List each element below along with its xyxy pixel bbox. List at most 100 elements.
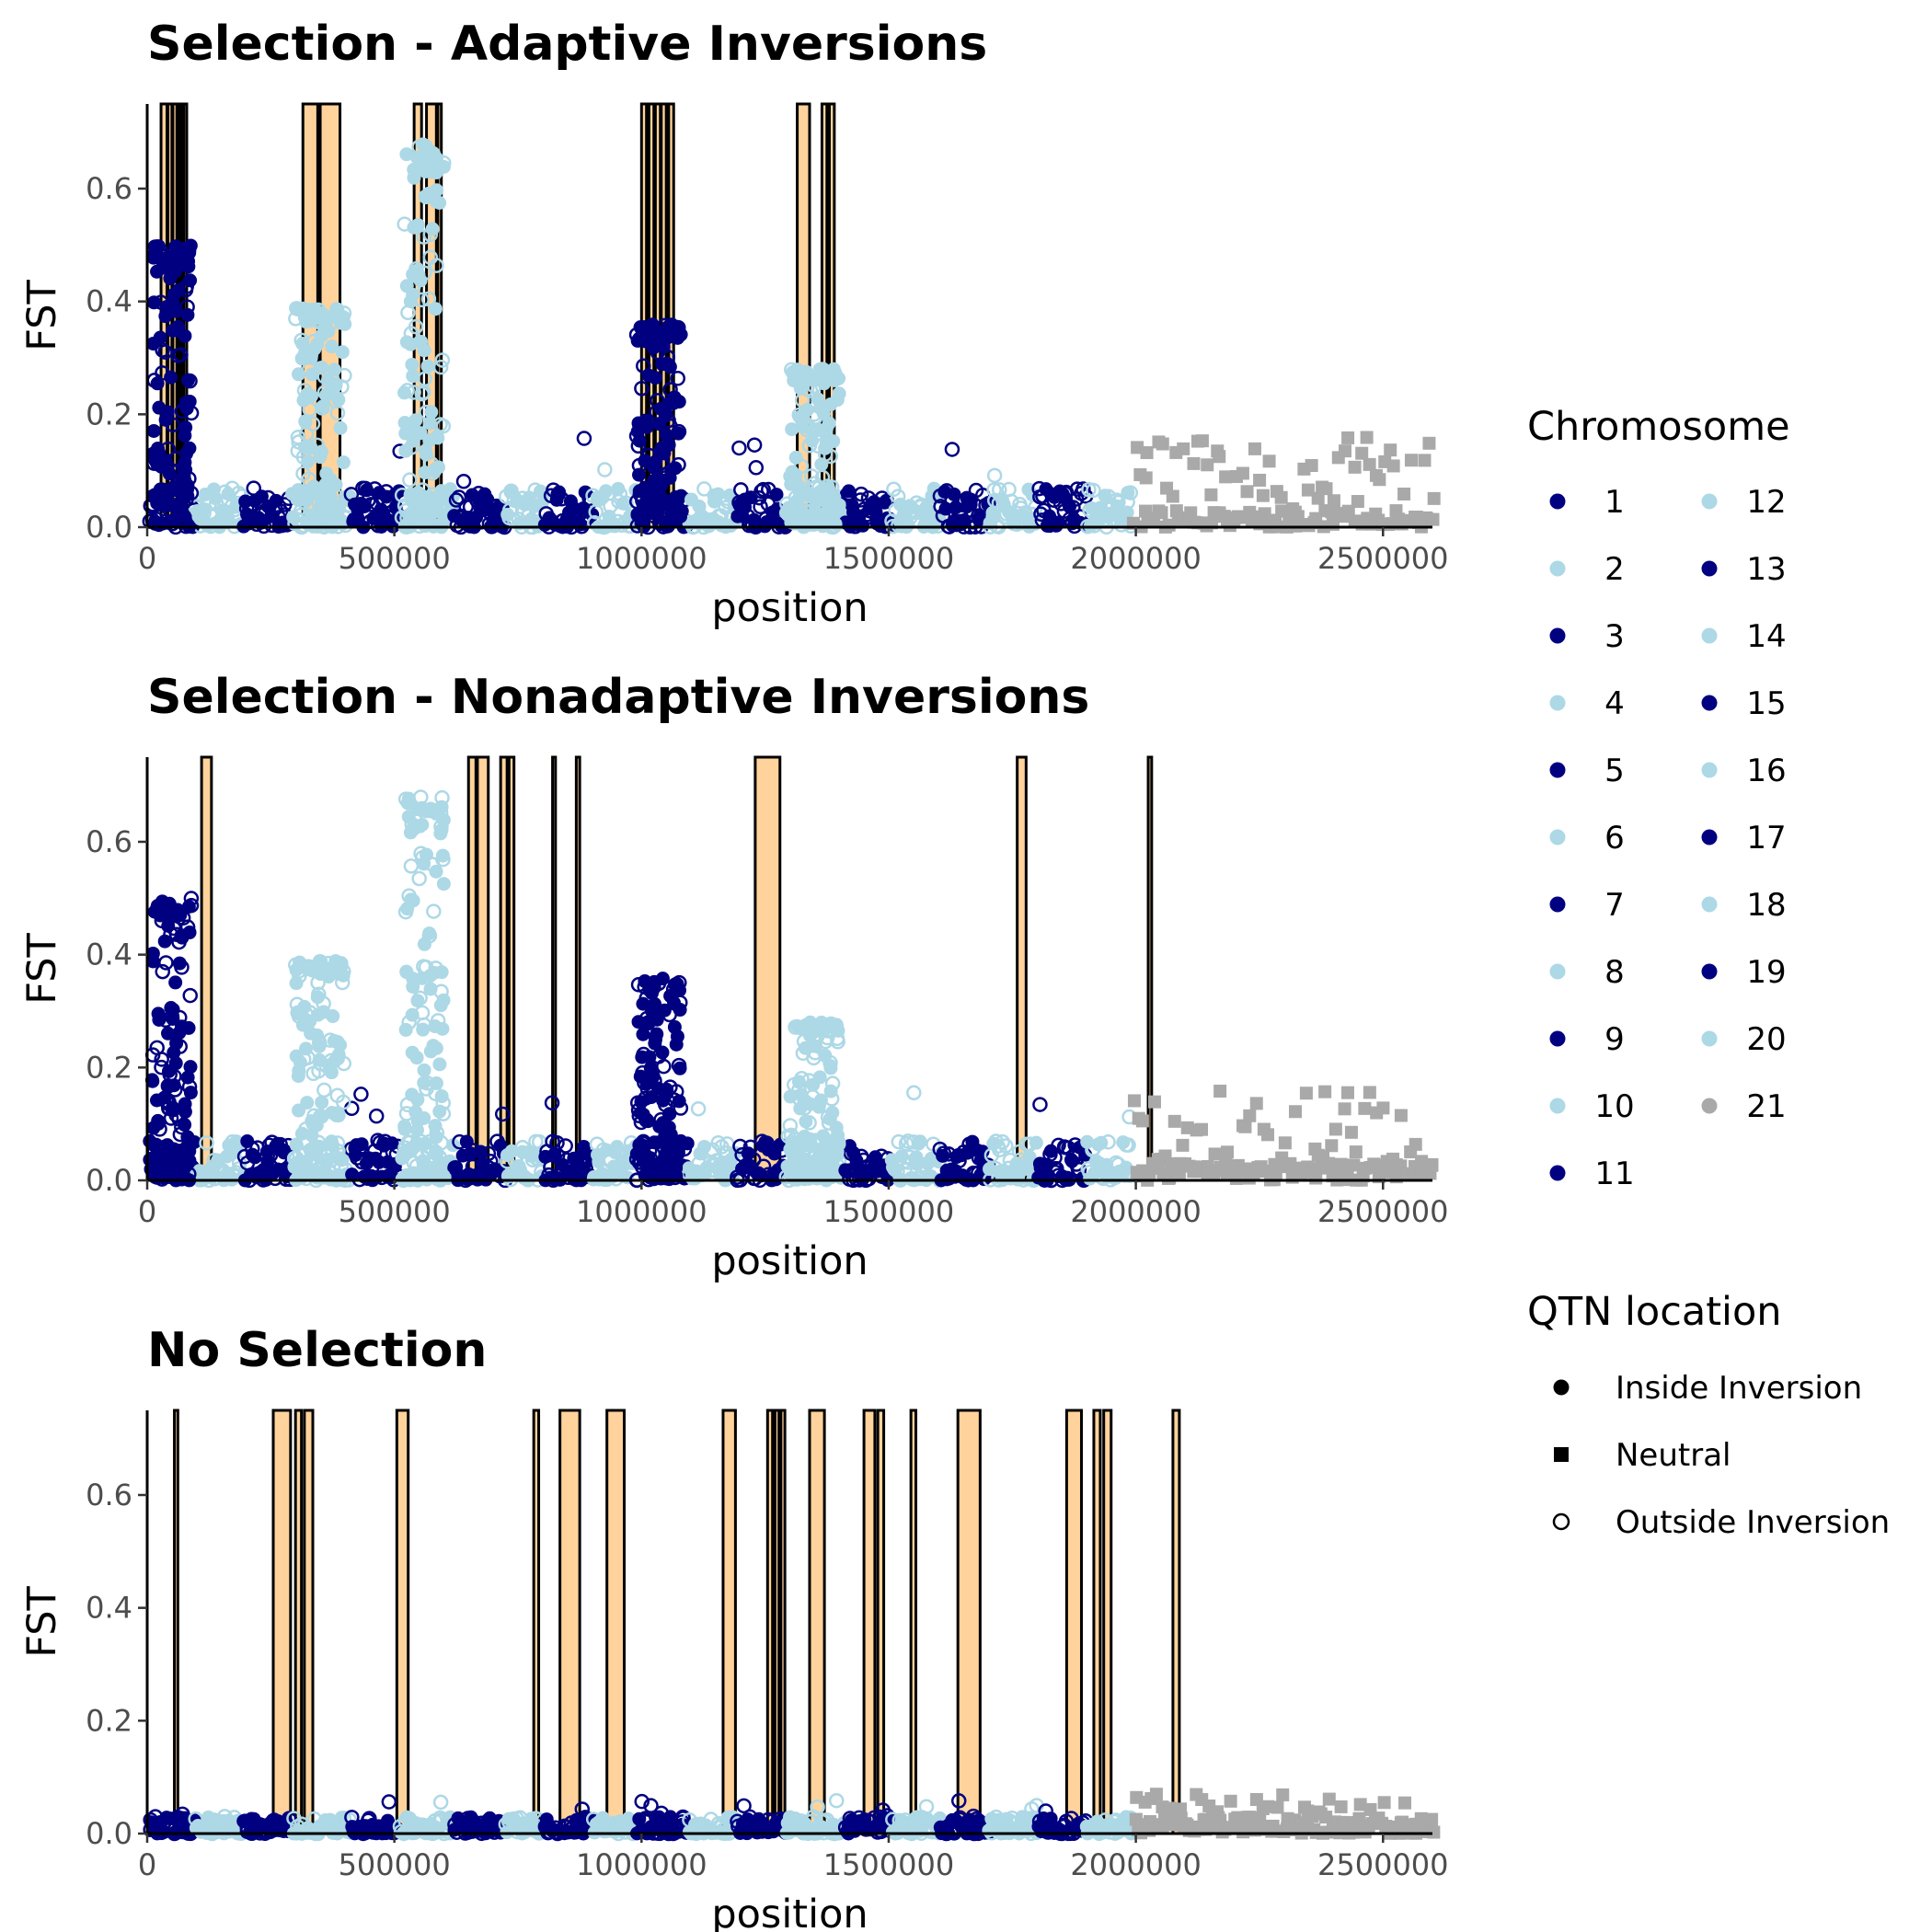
- inside-inversion-point: [167, 512, 182, 526]
- outside-inversion-point: [329, 1135, 346, 1151]
- inversion-region: [271, 1409, 293, 1835]
- x-tick-label: 2000000: [1070, 1194, 1202, 1229]
- neutral-point: [1172, 1167, 1186, 1181]
- inside-inversion-point: [656, 1093, 671, 1108]
- outside-inversion-point: [628, 327, 645, 343]
- neutral-point: [1349, 1145, 1363, 1159]
- legend-key: [1701, 896, 1718, 913]
- legend-item-chromosome-6: 6: [1549, 820, 1625, 857]
- inside-inversion-point: [629, 1146, 644, 1161]
- legend: Chromosome123456789101112131415161718192…: [1527, 404, 1890, 1541]
- inside-inversion-point: [182, 441, 197, 455]
- outside-inversion-point: [398, 502, 414, 519]
- neutral-point: [1334, 1800, 1348, 1813]
- outside-inversion-point: [173, 253, 189, 269]
- inside-inversion-point: [805, 433, 820, 448]
- inversion-region: [1016, 755, 1028, 1182]
- inversion-region: [1064, 1409, 1084, 1835]
- outside-inversion-point: [415, 384, 431, 400]
- outside-inversion-point: [420, 291, 437, 307]
- inside-inversion-point: [152, 1115, 167, 1130]
- inside-inversion-point: [172, 956, 187, 971]
- inside-inversion-point: [783, 1089, 798, 1104]
- qtn-legend-title: QTN location: [1527, 1289, 1782, 1335]
- outside-inversion-point: [696, 481, 712, 497]
- neutral-point: [1219, 470, 1233, 484]
- inside-inversion-point: [295, 337, 310, 351]
- neutral-point: [1377, 1796, 1391, 1810]
- neutral-point: [1318, 1085, 1332, 1098]
- inside-inversion-point: [812, 484, 827, 499]
- panel-1: Selection - Adaptive Inversions 0.0 0.2 0.4…: [19, 17, 1449, 631]
- inside-inversion-point: [769, 488, 784, 502]
- legend-item-chromosome-16: 16: [1701, 753, 1787, 789]
- neutral-point: [1322, 1792, 1336, 1806]
- inversion-region: [909, 1409, 918, 1835]
- neutral-point: [1386, 459, 1400, 473]
- inside-inversion-point: [417, 343, 431, 358]
- neutral-point: [1425, 1157, 1439, 1171]
- inside-inversion-point: [680, 1136, 695, 1151]
- neutral-point: [1338, 444, 1351, 458]
- inside-inversion-point: [434, 1089, 449, 1104]
- outside-inversion-point: [643, 1798, 659, 1813]
- outside-inversion-point: [150, 445, 167, 461]
- inside-inversion-point: [158, 412, 173, 427]
- inside-inversion-point: [336, 455, 351, 470]
- neutral-point: [1299, 1087, 1313, 1100]
- inversion-region: [721, 1409, 737, 1835]
- neutral-point: [1140, 446, 1154, 460]
- outside-inversion-point: [652, 325, 669, 341]
- outside-inversion-point: [578, 1161, 593, 1177]
- y-tick-label: 0.2: [86, 1703, 132, 1738]
- neutral-point: [1409, 1137, 1422, 1151]
- outside-inversion-point: [289, 996, 305, 1012]
- x-axis-title: position: [711, 585, 868, 631]
- neutral-point: [1221, 1145, 1235, 1159]
- outside-inversion-point: [402, 1134, 418, 1150]
- neutral-point: [1249, 1097, 1263, 1110]
- inside-inversion-point: [397, 1119, 412, 1133]
- legend-key: [1549, 560, 1566, 577]
- legend-label: Outside Inversion: [1616, 1504, 1890, 1541]
- inside-inversion-point: [164, 370, 178, 385]
- outside-inversion-point: [667, 1160, 684, 1176]
- inside-inversion-point: [814, 457, 829, 472]
- outside-inversion-point: [634, 1793, 650, 1810]
- inversion-region: [956, 1409, 982, 1835]
- inversion-region: [200, 755, 213, 1182]
- inside-inversion-point: [947, 487, 961, 501]
- neutral-point: [1135, 1114, 1149, 1128]
- outside-inversion-point: [295, 449, 312, 466]
- neutral-point: [1208, 1147, 1222, 1161]
- inside-inversion-point: [832, 386, 846, 401]
- legend-label: 20: [1746, 1021, 1786, 1058]
- legend-label: 14: [1746, 618, 1786, 655]
- outside-inversion-point: [434, 352, 451, 368]
- inside-inversion-point: [153, 330, 167, 345]
- legend-item-chromosome-4: 4: [1549, 685, 1625, 722]
- inside-inversion-point: [321, 324, 336, 339]
- outside-inversion-point: [301, 959, 316, 974]
- outside-inversion-point: [1051, 1137, 1066, 1154]
- outside-inversion-point: [597, 462, 613, 477]
- legend-key: [1701, 560, 1718, 577]
- outside-inversion-point: [828, 1792, 845, 1809]
- legend-label: 8: [1604, 954, 1625, 991]
- legend-key: [1549, 493, 1566, 510]
- inside-inversion-point: [666, 1139, 681, 1154]
- x-tick-label: 0: [138, 1194, 156, 1229]
- legend-item-chromosome-7: 7: [1549, 887, 1625, 924]
- outside-inversion-point: [1001, 481, 1017, 498]
- neutral-point: [1139, 471, 1153, 485]
- inside-inversion-point: [797, 368, 811, 383]
- open-circle-key: [1552, 1512, 1570, 1531]
- outside-inversion-point: [787, 1132, 802, 1147]
- inside-inversion-point: [163, 1170, 178, 1185]
- inversion-region: [808, 1409, 826, 1835]
- legend-label: 3: [1604, 618, 1625, 655]
- x-tick-label: 500000: [339, 541, 451, 576]
- outside-inversion-point: [165, 417, 181, 432]
- legend-label: 15: [1746, 685, 1786, 722]
- outside-inversion-point: [821, 1115, 837, 1131]
